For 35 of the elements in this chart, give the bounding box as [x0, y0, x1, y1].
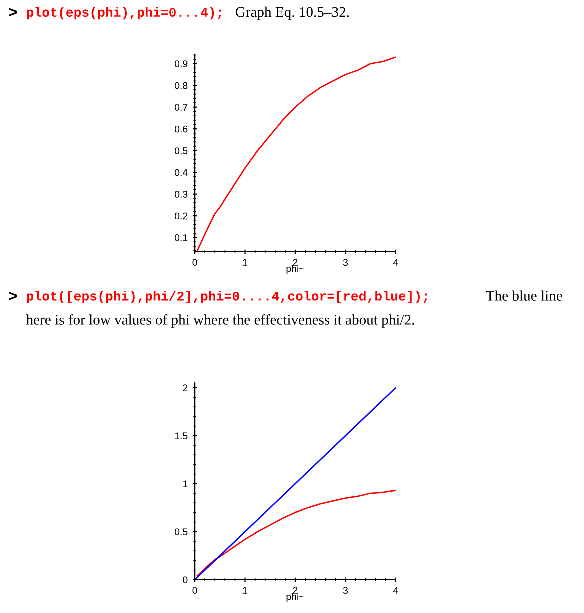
x-tick-label: 4	[393, 587, 398, 594]
text: here is for low values of phi where the effectiveness it about phi/2.	[26, 314, 414, 328]
y-tick-label: 0.9	[174, 60, 188, 68]
y-tick-label: 0.4	[174, 169, 188, 176]
x-tick-label: 4	[393, 259, 398, 266]
text: >	[10, 292, 18, 300]
y-tick-label: 0	[183, 576, 188, 584]
y-tick-label: 0.5	[174, 148, 188, 154]
text: The blue line	[486, 290, 562, 301]
text: Graph Eq. 10.5–32.	[236, 6, 350, 20]
y-tick-label: 0.5	[174, 528, 188, 536]
text: plot([eps(phi),phi/2],phi=0....4,color=[red,blue]);	[27, 291, 428, 304]
y-tick-label: 1	[183, 480, 188, 488]
x-axis-title: phi~	[286, 265, 304, 274]
x-tick-label: 0	[192, 259, 198, 266]
y-tick-label: 0.8	[174, 82, 188, 90]
text: >	[10, 8, 18, 17]
line-series	[196, 490, 396, 577]
x-axis-title: phi~	[286, 593, 304, 602]
y-tick-label: 0.2	[174, 212, 188, 220]
x-tick-label: 1	[243, 587, 248, 594]
y-tick-label: 0.3	[174, 191, 188, 198]
x-tick-label: 0	[192, 587, 198, 594]
x-tick-label: 3	[343, 587, 348, 594]
y-tick-label: 0.1	[174, 234, 188, 242]
y-tick-label: 0.6	[174, 126, 188, 133]
x-tick-label: 3	[343, 259, 348, 266]
line-series	[196, 56, 396, 252]
x-tick-label: 2	[293, 587, 298, 594]
x-tick-label: 2	[293, 259, 298, 266]
text: plot(eps(phi),phi=0...4);	[27, 7, 222, 20]
y-tick-label: 0.7	[174, 104, 188, 111]
y-tick-label: 1.5	[175, 432, 188, 440]
x-tick-label: 1	[243, 259, 248, 266]
y-tick-label: 2	[183, 384, 188, 392]
